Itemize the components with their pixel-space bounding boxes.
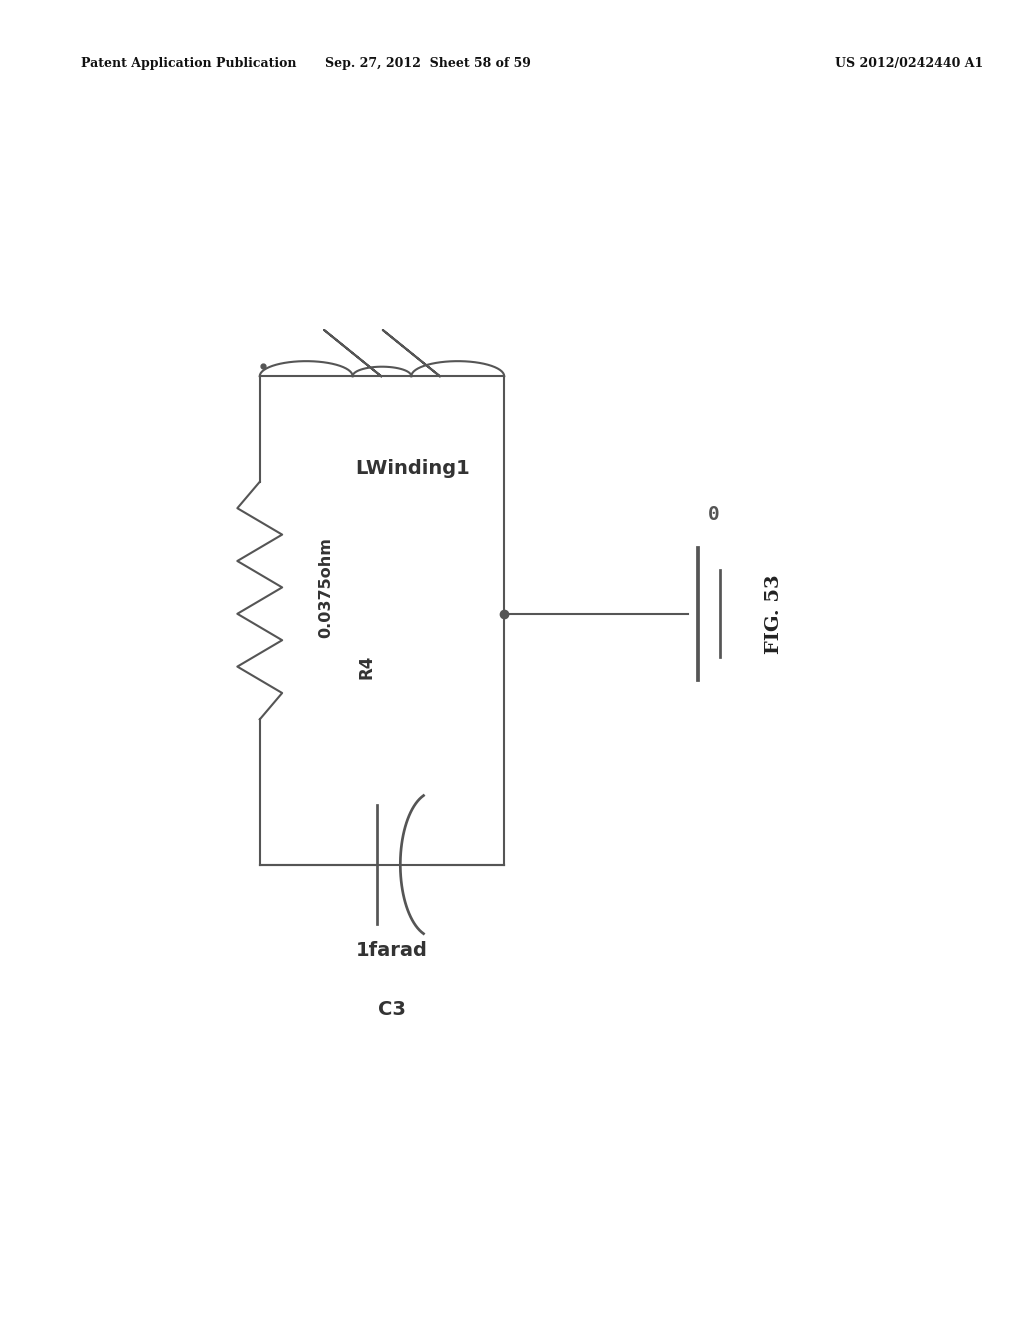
- Text: FIG. 53: FIG. 53: [765, 574, 783, 653]
- Text: Sep. 27, 2012  Sheet 58 of 59: Sep. 27, 2012 Sheet 58 of 59: [325, 57, 530, 70]
- Text: US 2012/0242440 A1: US 2012/0242440 A1: [836, 57, 983, 70]
- Text: 0.0375ohm: 0.0375ohm: [318, 537, 334, 638]
- Text: 1farad: 1farad: [356, 941, 428, 960]
- Text: R4: R4: [357, 655, 376, 678]
- Text: C3: C3: [378, 1001, 407, 1019]
- Text: Patent Application Publication: Patent Application Publication: [82, 57, 297, 70]
- Text: LWinding1: LWinding1: [355, 459, 470, 478]
- Text: 0: 0: [709, 506, 720, 524]
